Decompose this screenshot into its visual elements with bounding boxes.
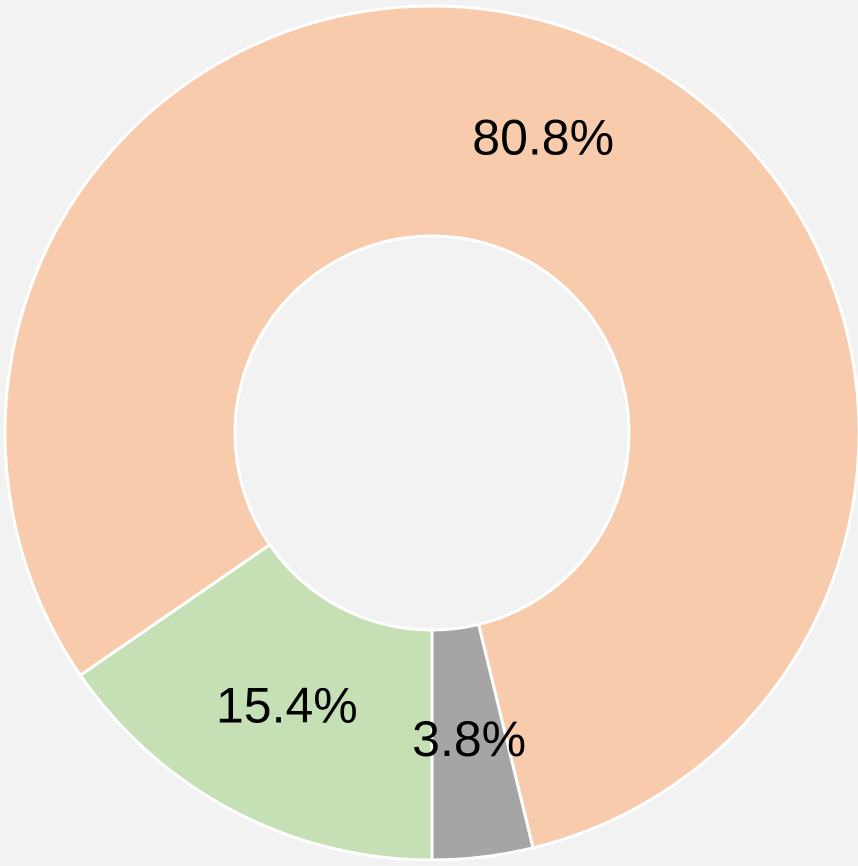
data-label: 80.8% [472,110,614,166]
data-label: 3.8% [412,711,526,767]
donut-segment [430,622,535,862]
data-label: 15.4% [216,677,358,733]
donut-segment [3,4,858,850]
donut-segment [78,542,434,862]
